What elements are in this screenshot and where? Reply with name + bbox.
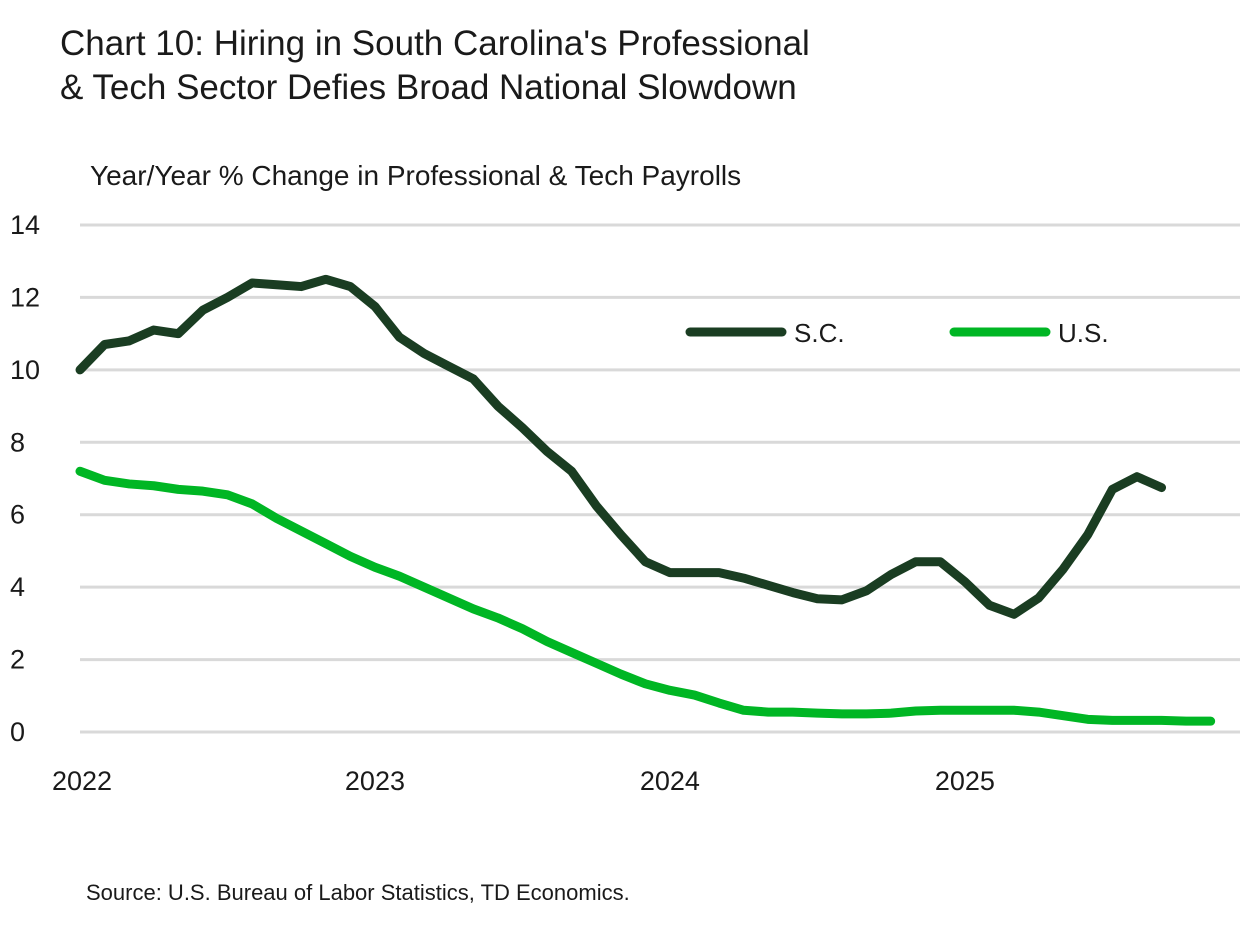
y-tick-label: 12 (10, 282, 40, 312)
series-line-sc (75, 274, 1167, 619)
y-tick-label: 8 (10, 427, 25, 457)
x-tick-label: 2022 (52, 766, 112, 796)
y-tick-label: 4 (10, 572, 25, 602)
chart-title: Chart 10: Hiring in South Carolina's Pro… (60, 24, 810, 107)
x-tick-label: 2025 (935, 766, 995, 796)
y-axis-label: Year/Year % Change in Professional & Tec… (90, 160, 742, 191)
x-tick-label: 2023 (345, 766, 405, 796)
source-note: Source: U.S. Bureau of Labor Statistics,… (86, 880, 630, 905)
series-line-us (75, 466, 1216, 726)
y-tick-label: 10 (10, 355, 40, 385)
y-tick-label: 6 (10, 500, 25, 530)
y-tick-label: 2 (10, 645, 25, 675)
y-tick-label: 14 (10, 210, 40, 240)
y-tick-label: 0 (10, 717, 25, 747)
legend-label: U.S. (1058, 318, 1109, 348)
x-tick-label: 2024 (640, 766, 700, 796)
legend-label: S.C. (794, 318, 845, 348)
